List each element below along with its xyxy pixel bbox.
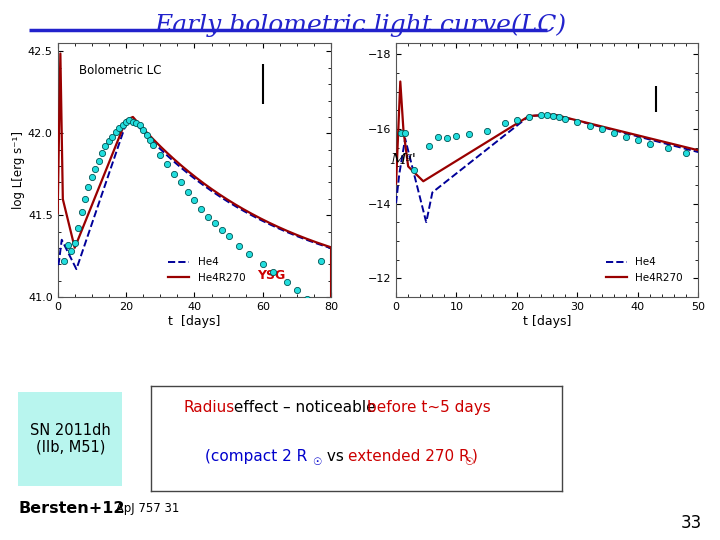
Point (644, 140, 656, 149)
Text: ☉: ☉ (464, 457, 474, 467)
Text: ): ) (472, 449, 477, 464)
Text: (compact 2 R: (compact 2 R (205, 449, 307, 464)
Point (596, 125, 608, 133)
Point (107, 132, 118, 141)
Legend: He4, He4R270: He4, He4R270 (164, 253, 249, 287)
Point (572, 118, 583, 127)
Point (680, 149, 692, 158)
Point (632, 136, 644, 145)
Y-axis label: log L[erg s⁻¹]: log L[erg s⁻¹] (12, 131, 25, 209)
Point (216, 226, 228, 234)
Point (559, 114, 571, 123)
Point (110, 127, 122, 136)
Point (181, 188, 193, 197)
Point (168, 170, 180, 179)
Point (76, 207, 87, 216)
X-axis label: t [days]: t [days] (523, 315, 572, 328)
Point (62, 240, 73, 249)
Point (608, 129, 619, 137)
Text: extended 270 R: extended 270 R (348, 449, 469, 464)
Text: Bolometric LC: Bolometric LC (79, 64, 162, 77)
Point (499, 119, 510, 128)
Text: Early bolometric light curve(LC): Early bolometric light curve(LC) (154, 14, 566, 37)
Text: effect – noticeable: effect – noticeable (229, 400, 380, 415)
Point (291, 286, 303, 295)
Point (89, 165, 101, 173)
Point (584, 122, 595, 130)
Point (79, 194, 91, 203)
Point (96, 148, 108, 157)
Point (103, 137, 114, 146)
Point (148, 140, 159, 149)
Point (243, 250, 255, 259)
Text: ApJ 757 31: ApJ 757 31 (112, 502, 179, 515)
Point (86, 173, 98, 182)
Point (441, 134, 453, 143)
Point (281, 278, 292, 287)
Point (202, 212, 214, 221)
Point (451, 131, 462, 140)
Text: SN 2011dh
(IIb, M51): SN 2011dh (IIb, M51) (30, 422, 111, 455)
Point (267, 268, 279, 277)
Point (423, 141, 435, 150)
Point (233, 242, 245, 251)
Text: Bersten+12: Bersten+12 (18, 501, 125, 516)
Point (83, 183, 94, 192)
Point (66, 247, 77, 255)
Point (536, 111, 547, 119)
Point (189, 196, 200, 205)
Text: YSG: YSG (257, 269, 286, 282)
Point (99, 142, 111, 151)
Point (138, 126, 149, 134)
Point (481, 126, 492, 135)
Point (124, 116, 135, 125)
Point (130, 119, 142, 128)
Point (547, 112, 559, 120)
Point (69, 239, 81, 247)
Text: ☉: ☉ (312, 457, 322, 467)
Point (120, 118, 132, 126)
Text: Mᵍ': Mᵍ' (390, 153, 416, 167)
Point (141, 131, 153, 139)
Point (315, 256, 327, 265)
Point (554, 113, 565, 122)
Point (117, 121, 128, 130)
Point (114, 124, 125, 133)
Point (144, 136, 156, 144)
Point (161, 160, 173, 168)
Point (195, 204, 207, 213)
Text: before t~5 days: before t~5 days (367, 400, 491, 415)
Point (541, 111, 553, 119)
Text: 33: 33 (680, 514, 702, 532)
Point (127, 118, 139, 126)
Point (134, 121, 145, 130)
Point (395, 129, 407, 137)
Text: vs: vs (322, 449, 348, 464)
Point (257, 260, 269, 268)
X-axis label: t  [days]: t [days] (168, 315, 220, 328)
Point (175, 178, 186, 187)
Point (400, 129, 411, 137)
Point (463, 129, 474, 138)
Point (223, 232, 235, 241)
Text: Radius: Radius (184, 400, 235, 415)
Point (662, 144, 674, 153)
Point (408, 166, 420, 174)
Point (433, 132, 444, 141)
Legend: He4, He4R270: He4, He4R270 (602, 253, 687, 287)
Point (209, 219, 220, 228)
Point (523, 113, 535, 122)
Point (58, 256, 71, 265)
Point (93, 157, 104, 165)
Point (511, 116, 523, 124)
Point (620, 132, 631, 141)
Point (154, 150, 166, 159)
Point (302, 294, 313, 303)
Point (72, 224, 84, 233)
